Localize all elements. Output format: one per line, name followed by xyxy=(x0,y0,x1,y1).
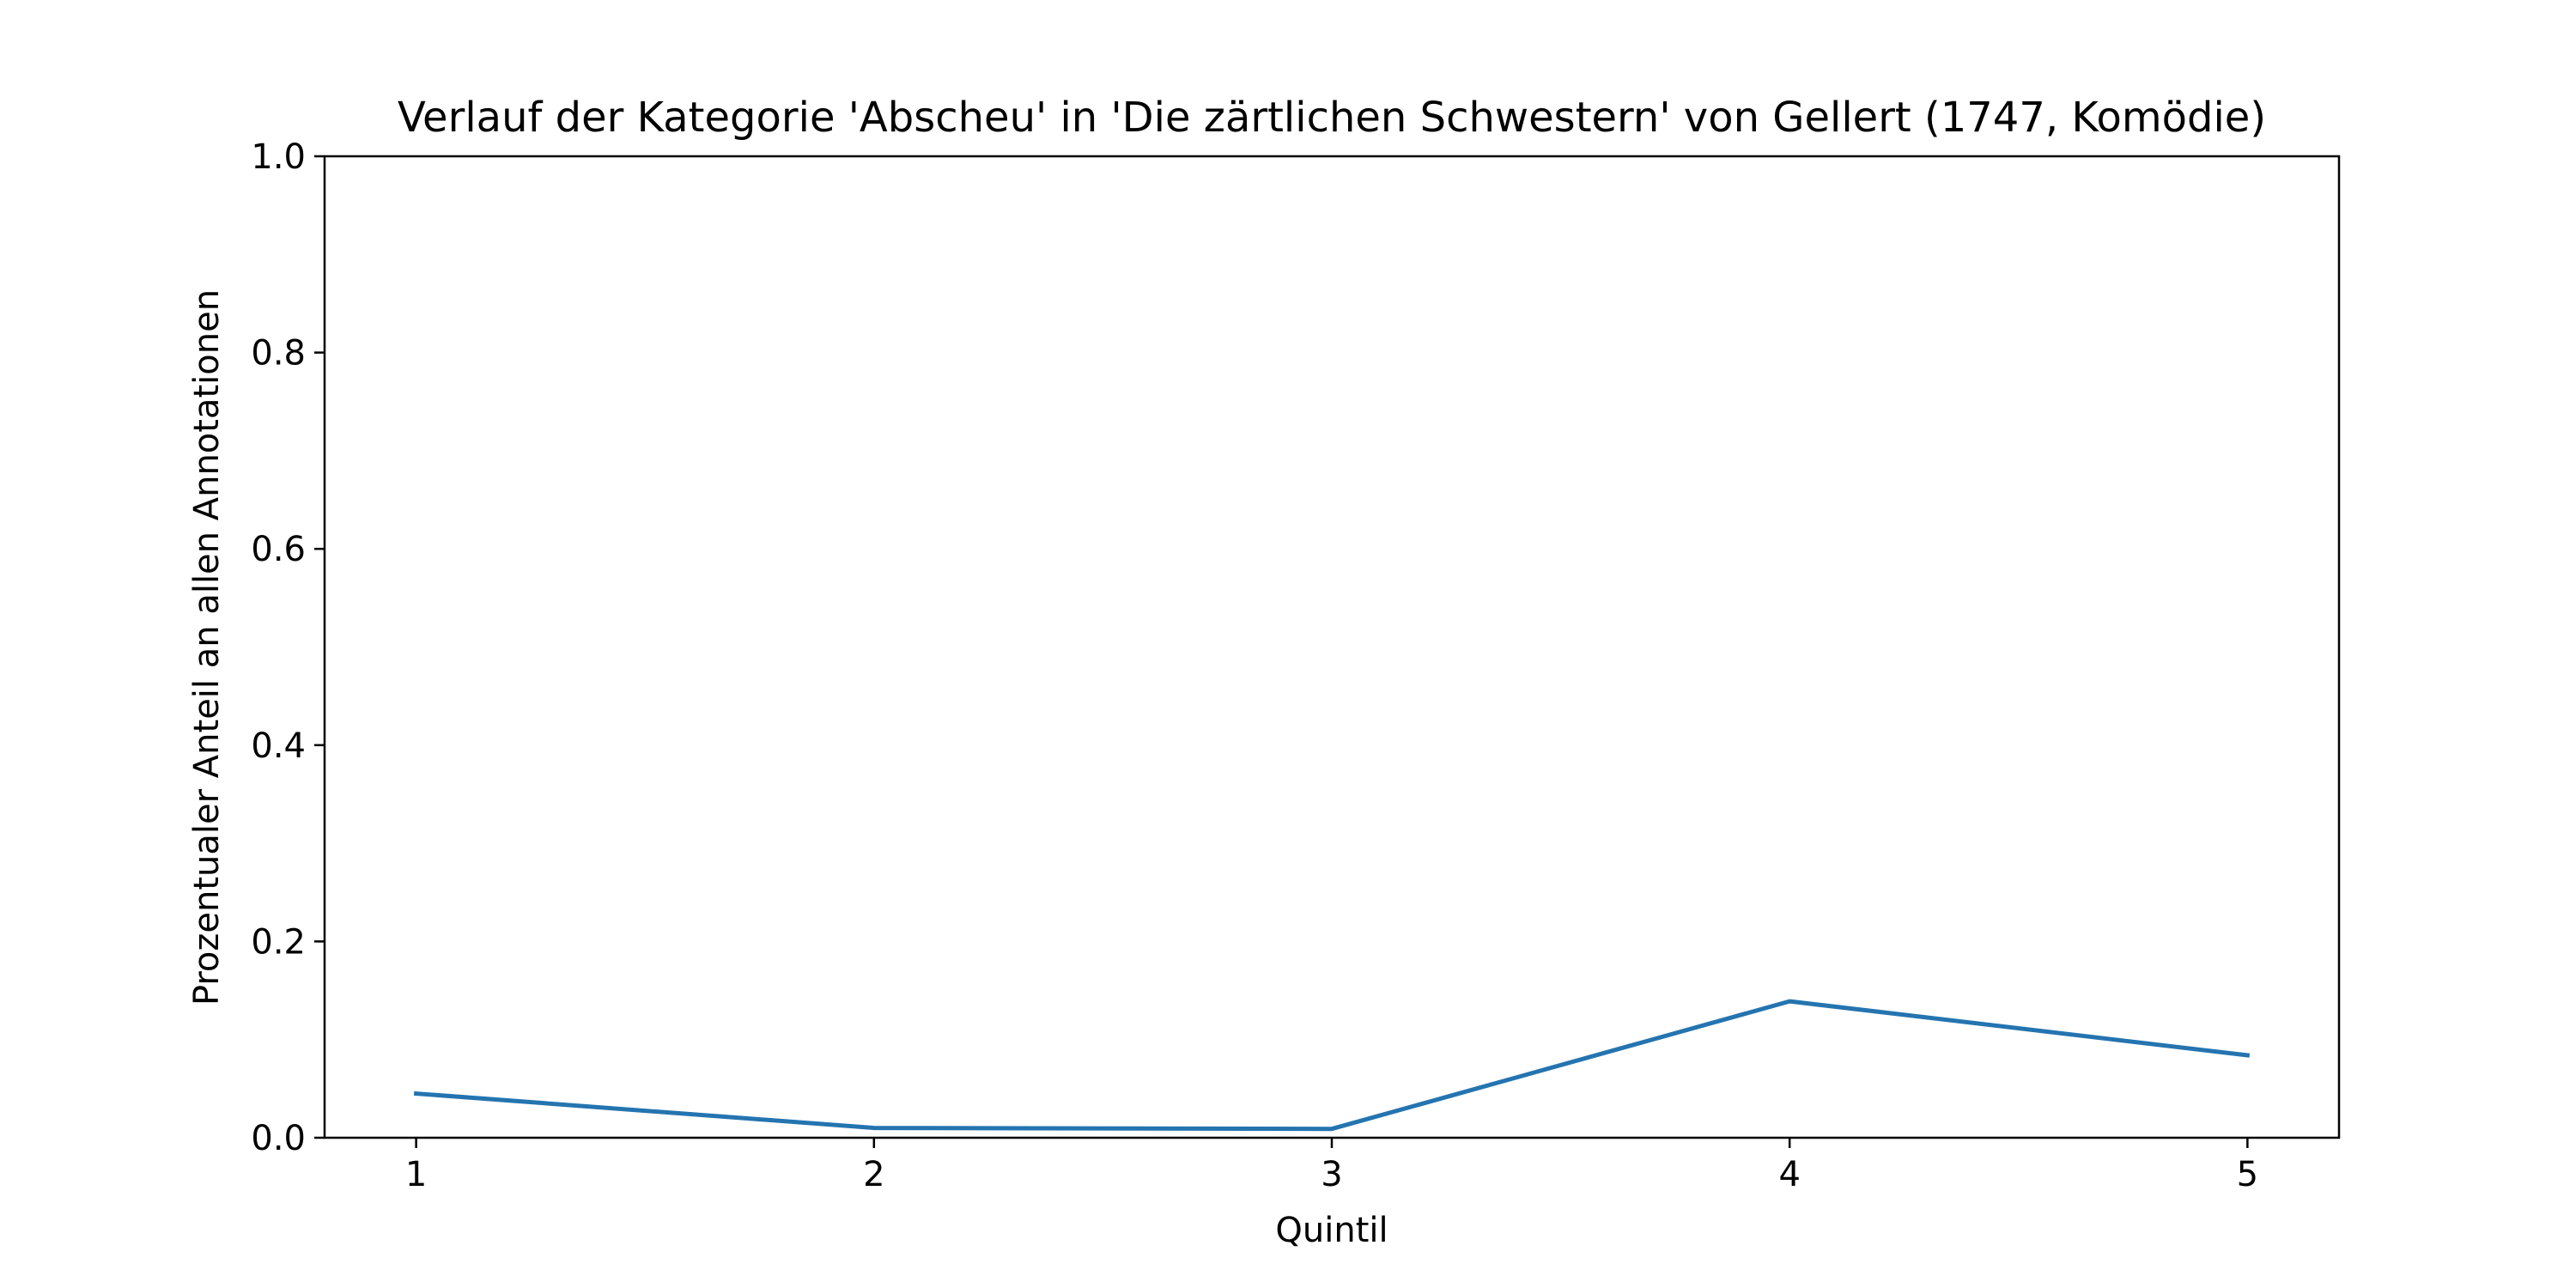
y-axis-ticks: 0.0 0.2 0.4 0.6 0.8 1.0 xyxy=(251,137,325,1158)
series-line xyxy=(413,999,2251,1132)
y-axis-label: Prozentualer Anteil an allen Annotatione… xyxy=(187,289,227,1005)
y-tick-label: 0.4 xyxy=(251,726,306,766)
y-tick-label: 0.8 xyxy=(251,334,306,374)
x-tick-label: 1 xyxy=(405,1155,427,1194)
y-tick-label: 1.0 xyxy=(251,137,306,177)
y-tick-label: 0.0 xyxy=(251,1119,306,1158)
plot-frame xyxy=(323,155,2341,1139)
y-tick-label: 0.2 xyxy=(251,922,306,962)
chart-title: Verlauf der Kategorie 'Abscheu' in 'Die … xyxy=(398,94,2266,142)
x-tick-label: 3 xyxy=(1321,1155,1342,1194)
series-layer xyxy=(413,999,2251,1132)
y-tick-label: 0.6 xyxy=(251,530,306,569)
x-tick-label: 2 xyxy=(863,1155,884,1194)
x-tick-label: 5 xyxy=(2237,1155,2258,1194)
x-tick-label: 4 xyxy=(1778,1155,1800,1194)
x-axis-label: Quintil xyxy=(1275,1211,1388,1250)
x-axis-ticks: 1 2 3 4 5 xyxy=(405,1138,2258,1194)
